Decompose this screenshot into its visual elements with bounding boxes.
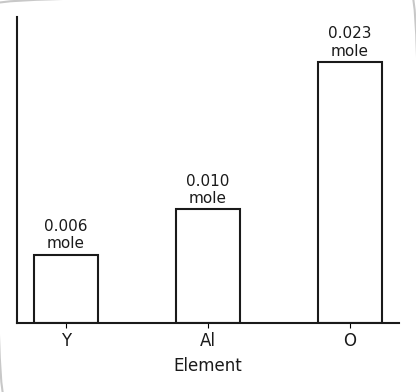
Bar <box>34 255 98 323</box>
Text: 0.010
mole: 0.010 mole <box>186 174 230 206</box>
Text: 0.006
mole: 0.006 mole <box>44 219 88 251</box>
Bar <box>176 209 240 323</box>
X-axis label: Element: Element <box>173 358 243 375</box>
Bar <box>318 62 382 323</box>
Text: 0.023
mole: 0.023 mole <box>328 26 372 58</box>
